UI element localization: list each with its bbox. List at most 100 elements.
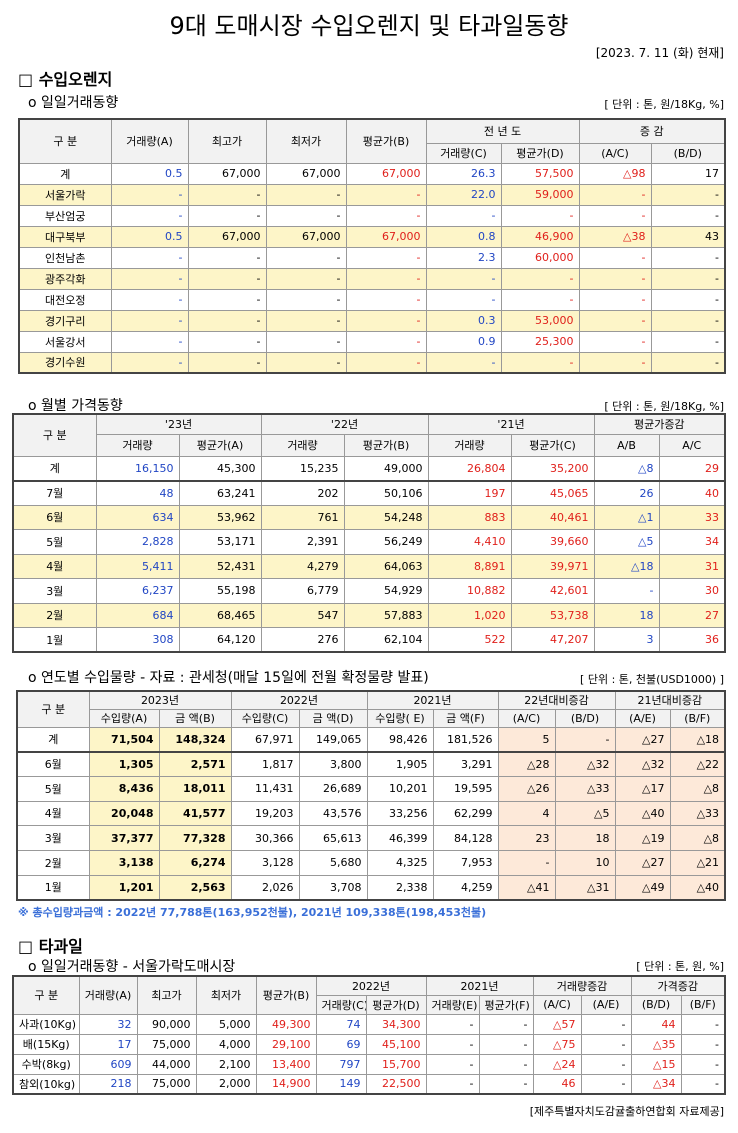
cell: △5 xyxy=(554,800,616,827)
cell: 19,595 xyxy=(432,775,499,802)
cell: △41 xyxy=(497,874,556,901)
cell: - xyxy=(425,1073,480,1095)
cell: 90,000 xyxy=(136,1013,197,1035)
cell: - xyxy=(650,351,726,374)
cell: 67,000 xyxy=(345,162,427,185)
header-cell: 평균가(A) xyxy=(178,433,262,457)
cell: - xyxy=(578,351,652,374)
row-label: 3월 xyxy=(12,578,97,604)
cell: 69 xyxy=(315,1033,367,1055)
subsection-title: o 연도별 수입물량 - 자료 : 관세청(매달 15일에 전월 확정물량 발표… xyxy=(28,670,429,686)
cell: △38 xyxy=(578,225,652,248)
cell: △27 xyxy=(614,849,671,876)
cell: △17 xyxy=(614,775,671,802)
cell: △32 xyxy=(614,750,671,777)
cell: △26 xyxy=(497,775,556,802)
cell: 98,426 xyxy=(366,726,434,753)
header-cell: 거래량 xyxy=(427,433,512,457)
header-cell: 금 액(B) xyxy=(158,708,232,728)
cell: - xyxy=(110,267,189,290)
header-cell: 평균가(B) xyxy=(343,433,429,457)
cell: 39,971 xyxy=(510,553,595,579)
source: [제주특별자치도감귤출하연합회 자료제공] xyxy=(529,1105,724,1118)
cell: 74 xyxy=(315,1013,367,1035)
cell: - xyxy=(680,1073,726,1095)
header-cell: 2023년 xyxy=(88,690,232,710)
cell: 31 xyxy=(658,553,726,579)
cell: 148,324 xyxy=(158,726,232,753)
cell: - xyxy=(265,183,347,206)
cell: 1,305 xyxy=(88,750,160,777)
row-label: 사과(10Kg) xyxy=(12,1013,80,1035)
title: 9대 도매시장 수입오렌지 및 타과일동향 xyxy=(169,12,569,40)
cell: 56,249 xyxy=(343,529,429,555)
cell: 276 xyxy=(260,627,345,653)
cell: 45,065 xyxy=(510,479,595,506)
cell: 49,300 xyxy=(255,1013,317,1035)
cell: - xyxy=(345,330,427,353)
cell: △21 xyxy=(669,849,726,876)
cell: 10,882 xyxy=(427,578,512,604)
row-label: 광주각화 xyxy=(18,267,112,290)
cell: 684 xyxy=(95,602,180,628)
header-cell: (A/C) xyxy=(578,142,652,164)
cell: 36 xyxy=(658,627,726,653)
cell: 55,198 xyxy=(178,578,262,604)
cell: 308 xyxy=(95,627,180,653)
cell: 3 xyxy=(593,627,660,653)
cell: - xyxy=(500,351,580,374)
cell: 29,100 xyxy=(255,1033,317,1055)
cell: - xyxy=(500,204,580,227)
header-cell: (A/C) xyxy=(532,994,582,1015)
cell: 883 xyxy=(427,504,512,530)
cell: 26,804 xyxy=(427,455,512,481)
cell: 5,411 xyxy=(95,553,180,579)
unit: [ 단위 : 톤, 원/18Kg, %] xyxy=(604,400,724,413)
cell: 181,526 xyxy=(432,726,499,753)
cell: 6,274 xyxy=(158,849,232,876)
cell: 2,100 xyxy=(195,1053,257,1075)
cell: 0.5 xyxy=(110,162,189,185)
header-cell: 평균가(B) xyxy=(255,975,317,1015)
cell: - xyxy=(110,330,189,353)
header-cell: (B/F) xyxy=(680,994,726,1015)
row-label: 수박(8kg) xyxy=(12,1053,80,1075)
section-title: □ 타과일 xyxy=(18,937,83,956)
cell: - xyxy=(425,267,502,290)
cell: 39,660 xyxy=(510,529,595,555)
cell: - xyxy=(478,1073,534,1095)
cell: 19,203 xyxy=(230,800,300,827)
header-cell: 거래량(E) xyxy=(425,994,480,1015)
cell: 11,431 xyxy=(230,775,300,802)
cell: - xyxy=(110,183,189,206)
cell: - xyxy=(345,246,427,269)
header-cell: 거래량 xyxy=(260,433,345,457)
cell: 0.3 xyxy=(425,309,502,332)
cell: 218 xyxy=(78,1073,138,1095)
cell: - xyxy=(580,1033,632,1055)
cell: 0.9 xyxy=(425,330,502,353)
header-cell: (A/C) xyxy=(497,708,556,728)
row-label: 2월 xyxy=(12,602,97,628)
cell: - xyxy=(425,1013,480,1035)
header-cell: 2021년 xyxy=(366,690,499,710)
cell: 71,504 xyxy=(88,726,160,753)
cell: 634 xyxy=(95,504,180,530)
cell: 75,000 xyxy=(136,1073,197,1095)
header-cell: 전 년 도 xyxy=(425,118,580,144)
header-cell: 평균가증감 xyxy=(593,413,726,435)
cell: - xyxy=(593,578,660,604)
subsection-title: o 일일거래동향 xyxy=(28,95,119,111)
cell: - xyxy=(650,183,726,206)
cell: 609 xyxy=(78,1053,138,1075)
header-cell: 평균가(B) xyxy=(345,118,427,164)
header-cell: 2022년 xyxy=(315,975,427,996)
header-cell: 21년대비증감 xyxy=(614,690,726,710)
cell: △75 xyxy=(532,1033,582,1055)
cell: - xyxy=(425,204,502,227)
header-cell: 거래량(C) xyxy=(425,142,502,164)
header-cell: 22년대비증감 xyxy=(497,690,616,710)
cell: 4,000 xyxy=(195,1033,257,1055)
row-label: 인천남촌 xyxy=(18,246,112,269)
